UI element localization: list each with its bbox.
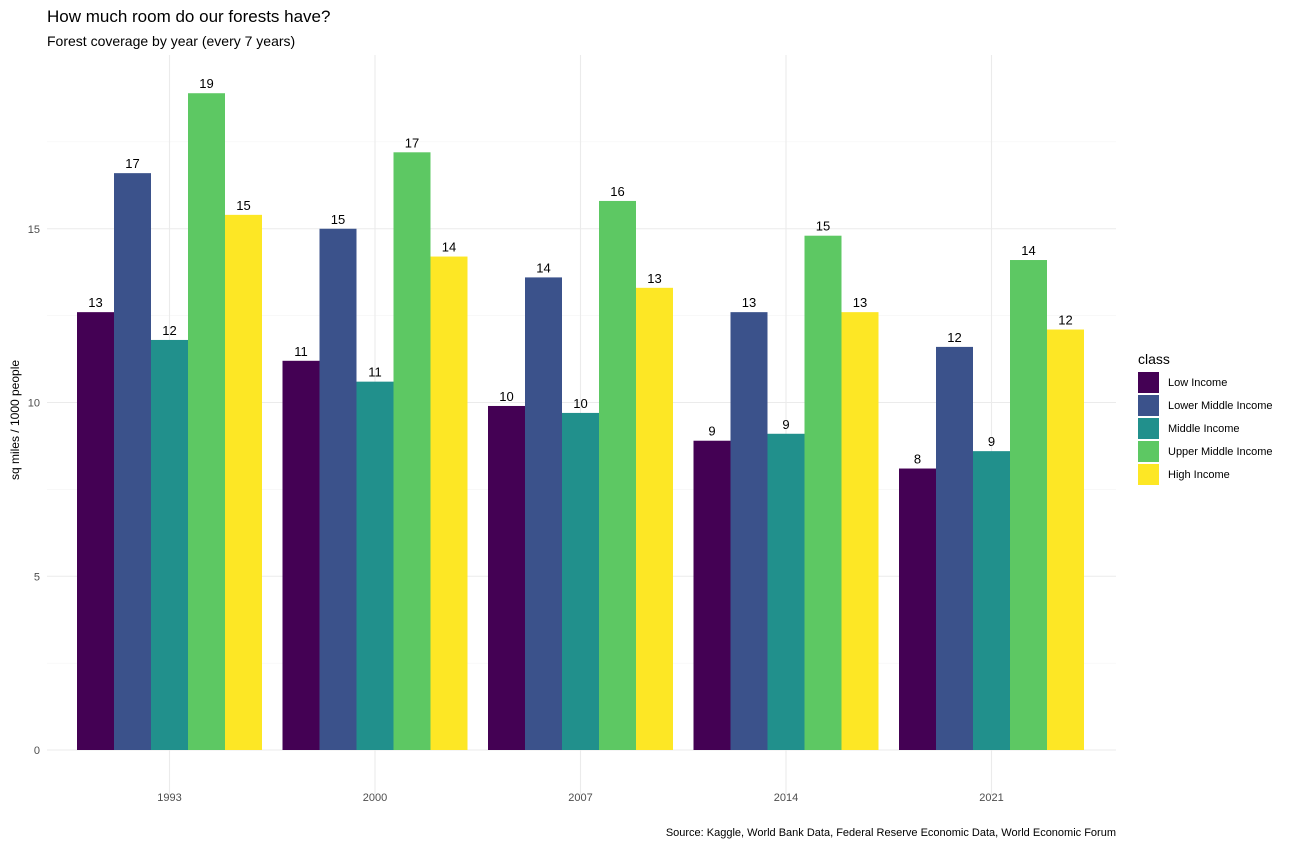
bar (693, 440, 731, 750)
legend-item: Lower Middle Income (1138, 394, 1273, 417)
data-label: 9 (782, 417, 789, 432)
bar (804, 235, 842, 750)
bar (225, 214, 262, 751)
data-label: 12 (947, 330, 961, 345)
chart-subtitle: Forest coverage by year (every 7 years) (47, 33, 296, 49)
bar (188, 93, 225, 751)
legend-swatch (1138, 464, 1159, 485)
bar (114, 173, 151, 750)
chart-title: How much room do our forests have? (47, 7, 331, 26)
data-label: 12 (162, 323, 176, 338)
data-label: 13 (742, 295, 756, 310)
bar (636, 287, 673, 750)
y-tick-label: 15 (28, 224, 40, 236)
bar (525, 277, 562, 750)
bar (430, 256, 468, 750)
bar (1047, 329, 1084, 750)
data-label: 11 (368, 365, 382, 380)
data-label: 14 (442, 240, 456, 255)
data-label: 17 (405, 135, 419, 150)
legend-label: High Income (1168, 468, 1230, 481)
data-label: 13 (647, 271, 661, 286)
y-tick-label: 10 (28, 398, 40, 410)
legend-title: class (1138, 351, 1170, 367)
bar (356, 381, 394, 750)
data-label: 13 (853, 295, 867, 310)
legend-label: Low Income (1168, 376, 1228, 389)
legend-item: Middle Income (1138, 417, 1273, 440)
data-label: 19 (199, 76, 213, 91)
bar (319, 228, 357, 750)
data-label: 10 (499, 389, 513, 404)
legend-label: Middle Income (1168, 422, 1240, 435)
bar (1010, 260, 1047, 750)
legend-items: Low Income Lower Middle Income Middle Inco… (1138, 371, 1273, 486)
data-label: 16 (610, 184, 624, 199)
data-label: 10 (573, 396, 587, 411)
bar (841, 312, 879, 750)
y-tick-label: 0 (34, 745, 40, 757)
bar (393, 152, 431, 751)
data-label: 9 (988, 434, 995, 449)
bar (562, 412, 599, 750)
legend-item: Low Income (1138, 371, 1273, 394)
legend-item: Upper Middle Income (1138, 440, 1273, 463)
bar (767, 433, 805, 750)
legend-item: High Income (1138, 463, 1273, 486)
data-label: 15 (816, 219, 830, 234)
data-label: 13 (88, 295, 102, 310)
bar (599, 200, 636, 750)
data-label: 12 (1058, 313, 1072, 328)
x-tick-label: 2014 (774, 792, 798, 804)
data-label: 14 (1021, 243, 1035, 258)
bar (730, 312, 768, 750)
legend-swatch (1138, 418, 1159, 439)
bar (282, 360, 320, 750)
data-label: 11 (294, 344, 308, 359)
bar (936, 346, 973, 750)
bar (973, 451, 1010, 750)
legend-label: Upper Middle Income (1168, 445, 1273, 458)
x-tick-label: 2000 (363, 792, 387, 804)
x-tick-label: 1993 (157, 792, 181, 804)
data-label: 9 (708, 424, 715, 439)
data-label: 8 (914, 452, 921, 467)
legend-swatch (1138, 395, 1159, 416)
legend: class Low Income Lower Middle Income Middl… (1138, 351, 1273, 486)
data-label: 14 (536, 260, 550, 275)
bar (899, 468, 936, 750)
legend-swatch (1138, 441, 1159, 462)
data-label: 15 (236, 198, 250, 213)
bar (488, 405, 525, 750)
data-label: 17 (125, 156, 139, 171)
data-label: 15 (331, 212, 345, 227)
legend-label: Lower Middle Income (1168, 399, 1273, 412)
x-tick-label: 2021 (979, 792, 1003, 804)
bar (77, 312, 114, 750)
bar (151, 339, 188, 750)
y-tick-label: 5 (34, 571, 40, 583)
legend-swatch (1138, 372, 1159, 393)
chart-caption: Source: Kaggle, World Bank Data, Federal… (665, 827, 1116, 839)
x-tick-label: 2007 (568, 792, 592, 804)
